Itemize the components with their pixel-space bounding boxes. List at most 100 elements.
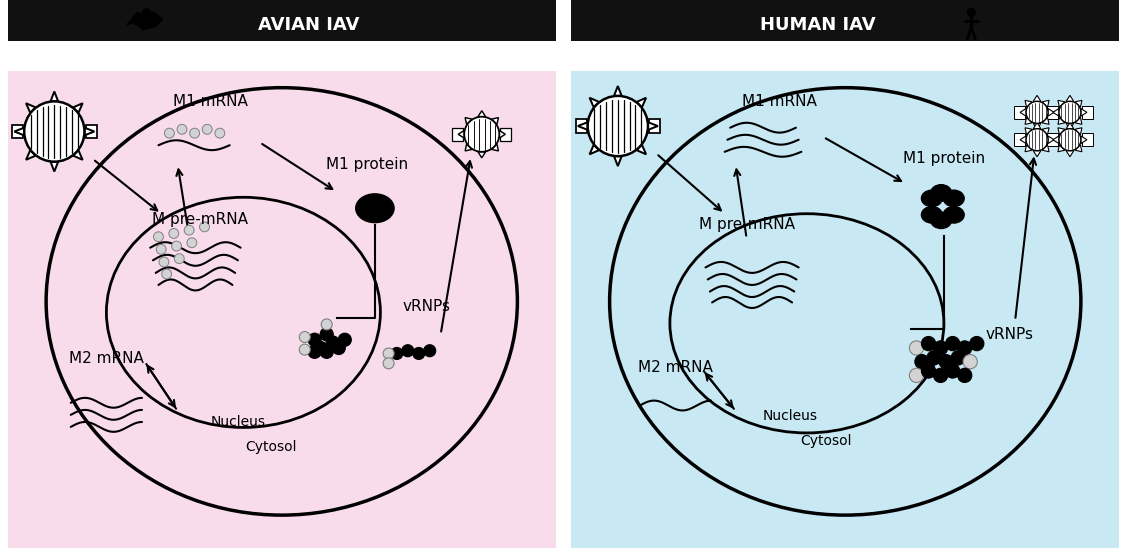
Text: Cytosol: Cytosol	[245, 439, 296, 454]
Polygon shape	[51, 92, 59, 101]
Circle shape	[464, 117, 499, 152]
Circle shape	[926, 351, 941, 365]
Polygon shape	[648, 122, 658, 130]
Polygon shape	[499, 130, 505, 138]
Polygon shape	[26, 150, 36, 160]
Polygon shape	[1026, 100, 1032, 107]
Polygon shape	[1042, 128, 1049, 135]
Polygon shape	[589, 98, 600, 107]
Polygon shape	[51, 162, 59, 172]
Circle shape	[933, 368, 948, 383]
Circle shape	[184, 225, 194, 235]
Bar	[8, 41, 556, 71]
Bar	[1014, 133, 1024, 146]
Text: M2 mRNA: M2 mRNA	[638, 359, 712, 375]
Circle shape	[922, 336, 935, 351]
Circle shape	[951, 351, 965, 365]
Bar	[8, 0, 556, 41]
Polygon shape	[614, 86, 622, 96]
Polygon shape	[1081, 136, 1086, 144]
Polygon shape	[491, 144, 498, 151]
Circle shape	[933, 341, 948, 355]
Polygon shape	[637, 98, 646, 107]
Circle shape	[300, 344, 310, 355]
Polygon shape	[1053, 109, 1059, 116]
Text: M1 mRNA: M1 mRNA	[174, 94, 248, 109]
Polygon shape	[478, 111, 486, 117]
Bar	[12, 125, 23, 138]
Polygon shape	[1066, 151, 1074, 157]
Text: vRNPs: vRNPs	[986, 327, 1033, 342]
Bar	[1047, 106, 1058, 119]
Polygon shape	[1075, 128, 1082, 135]
Polygon shape	[491, 118, 498, 124]
Ellipse shape	[931, 212, 951, 229]
Polygon shape	[637, 145, 646, 155]
Ellipse shape	[943, 190, 965, 207]
Polygon shape	[465, 118, 472, 124]
Text: Cytosol: Cytosol	[800, 434, 852, 448]
Polygon shape	[614, 156, 622, 166]
Circle shape	[967, 9, 975, 16]
Circle shape	[215, 128, 224, 138]
Bar	[1082, 106, 1093, 119]
Ellipse shape	[922, 190, 942, 207]
Ellipse shape	[922, 207, 942, 223]
Text: M1 protein: M1 protein	[326, 157, 408, 172]
Circle shape	[424, 345, 436, 357]
Bar	[576, 119, 586, 133]
Polygon shape	[1033, 123, 1041, 129]
Polygon shape	[1042, 117, 1049, 124]
Circle shape	[338, 333, 352, 346]
Bar	[500, 128, 512, 141]
Polygon shape	[73, 150, 82, 160]
Circle shape	[964, 355, 977, 369]
Circle shape	[946, 364, 960, 378]
Circle shape	[320, 328, 334, 341]
Circle shape	[177, 124, 187, 134]
Polygon shape	[26, 103, 36, 113]
Circle shape	[308, 333, 321, 346]
Polygon shape	[1053, 136, 1059, 144]
Circle shape	[401, 345, 414, 357]
Text: AVIAN IAV: AVIAN IAV	[258, 16, 360, 33]
Bar	[649, 119, 660, 133]
Polygon shape	[147, 12, 152, 14]
Polygon shape	[1020, 109, 1026, 116]
Circle shape	[171, 241, 181, 251]
Bar	[1049, 133, 1061, 146]
Circle shape	[946, 336, 960, 351]
Circle shape	[587, 96, 648, 156]
Circle shape	[308, 345, 321, 358]
Circle shape	[958, 368, 971, 383]
Circle shape	[969, 336, 984, 351]
Text: M2 mRNA: M2 mRNA	[69, 351, 144, 367]
Circle shape	[915, 355, 929, 369]
Polygon shape	[85, 128, 95, 135]
Polygon shape	[1075, 100, 1082, 107]
Circle shape	[187, 238, 197, 248]
Polygon shape	[1026, 117, 1032, 124]
Bar	[571, 41, 1119, 71]
Text: HUMAN IAV: HUMAN IAV	[760, 16, 876, 33]
Polygon shape	[1026, 128, 1032, 135]
Text: Nucleus: Nucleus	[211, 415, 266, 429]
Ellipse shape	[356, 194, 394, 222]
Circle shape	[321, 319, 332, 330]
Circle shape	[159, 257, 169, 267]
Circle shape	[939, 355, 953, 369]
Circle shape	[165, 128, 175, 138]
Polygon shape	[1066, 95, 1074, 101]
Polygon shape	[1033, 123, 1041, 129]
Circle shape	[314, 341, 327, 355]
Polygon shape	[1081, 109, 1086, 116]
Text: Nucleus: Nucleus	[763, 409, 818, 424]
Circle shape	[922, 364, 935, 378]
Bar	[1049, 106, 1061, 119]
Polygon shape	[1058, 117, 1065, 124]
Bar	[452, 128, 463, 141]
Circle shape	[202, 124, 212, 134]
Polygon shape	[127, 12, 162, 30]
Circle shape	[162, 269, 171, 279]
Bar	[86, 125, 97, 138]
